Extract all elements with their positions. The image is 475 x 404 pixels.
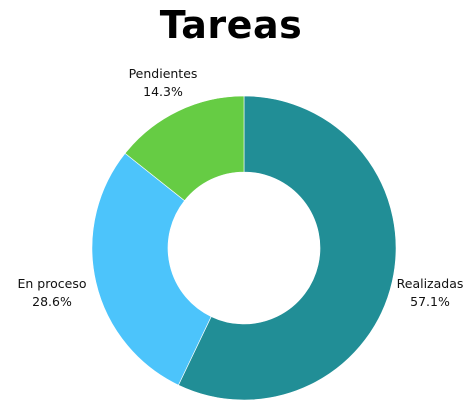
label-pendientes: Pendientes: [129, 66, 198, 81]
slice-en-proceso: [91, 152, 212, 386]
slice-realizadas: [178, 95, 397, 401]
label-en-proceso: En proceso: [18, 276, 87, 291]
value-label-en-proceso: 28.6%: [32, 294, 72, 309]
slice-pendientes: [124, 95, 245, 202]
label-realizadas: Realizadas: [397, 276, 464, 291]
chart-title: Tareas: [159, 3, 303, 47]
value-label-pendientes: 14.3%: [143, 84, 183, 99]
value-label-realizadas: 57.1%: [410, 294, 450, 309]
